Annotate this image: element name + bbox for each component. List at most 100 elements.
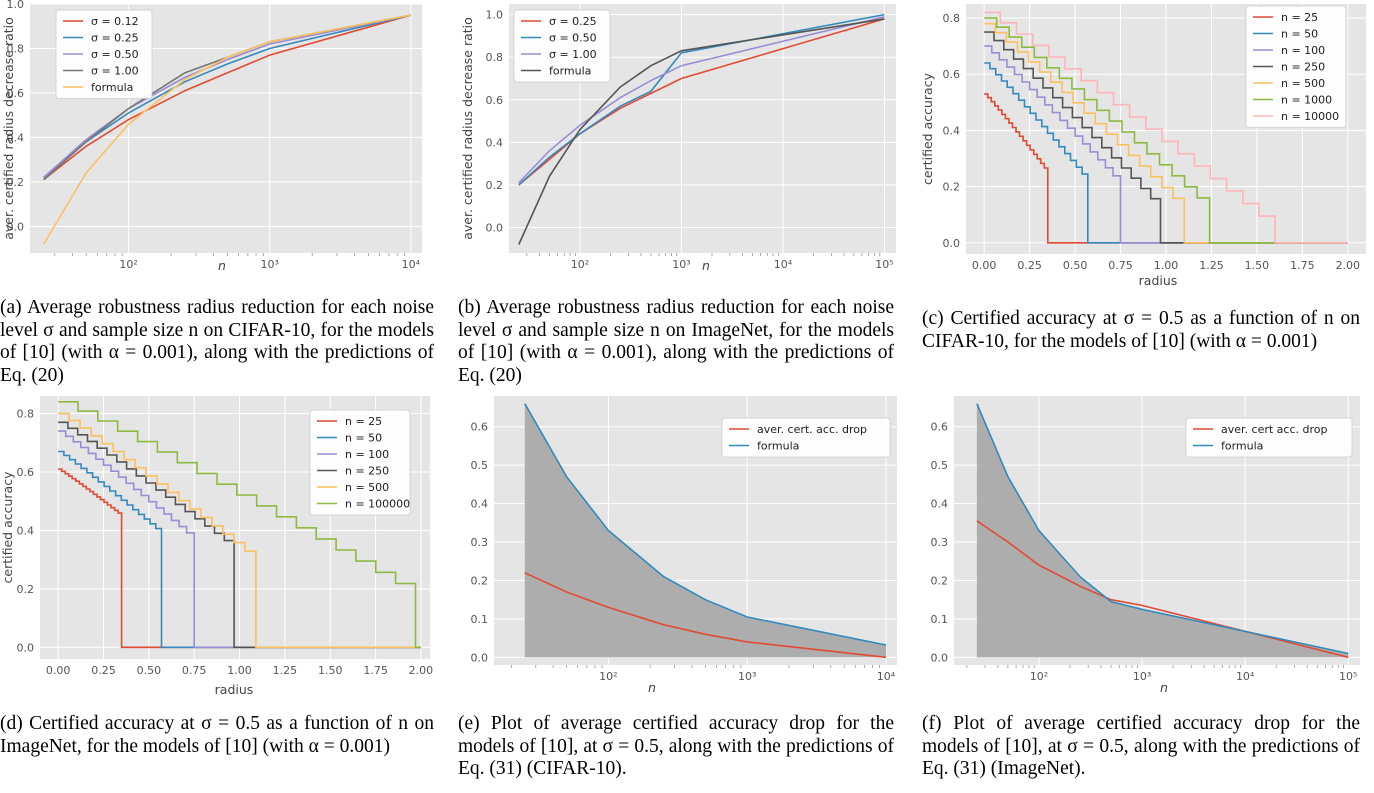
series-line-6 — [984, 11, 1348, 244]
legend-label: n = 1000 — [1281, 94, 1332, 107]
legend-label: σ = 0.25 — [549, 15, 597, 28]
legend-label: n = 100 — [1281, 44, 1325, 57]
x-tick-label: 0.50 — [137, 664, 162, 677]
series-line-4 — [58, 412, 421, 649]
chart-b-svg: 0.0 0.2 0.4 0.6 0.8 1.0 10² 10³ 10⁴ 10⁵ n aver. cer… — [460, 4, 896, 273]
legend-label: n = 25 — [1281, 11, 1318, 24]
series-line-1 — [524, 403, 887, 646]
y-tick-label: 0.2 — [471, 574, 489, 587]
y-tick-label: 0.8 — [943, 12, 961, 25]
legend-label: aver. cert. acc. drop — [757, 423, 867, 436]
y-tick-label: 0.2 — [931, 574, 949, 587]
y-tick-label: 0.2 — [7, 176, 25, 189]
x-axis-label: n — [702, 258, 710, 273]
x-tick-label: 10² — [1030, 670, 1048, 683]
chart-f: 0.0 0.1 0.2 0.3 0.4 0.5 0.6 10² 10³ 10⁴ 10⁵ n aver. … — [922, 395, 1374, 700]
legend-label: formula — [757, 440, 799, 453]
legend-label: σ = 0.25 — [91, 32, 139, 45]
series-line-2 — [58, 430, 421, 649]
series-line-3 — [58, 421, 421, 649]
series-line-2 — [984, 45, 1348, 244]
y-axis-label: aver. certified radius decrease ratio — [1, 17, 16, 240]
y-tick-label: 1.0 — [7, 0, 25, 11]
y-tick-label: 0.4 — [471, 498, 489, 511]
legend-label: n = 100 — [345, 448, 389, 461]
x-tick-label: 0.25 — [91, 664, 116, 677]
legend-label: σ = 1.00 — [91, 65, 139, 78]
legend-label: formula — [1221, 440, 1263, 453]
y-tick-label: 0.6 — [471, 421, 489, 434]
y-tick-label: 0.1 — [931, 613, 949, 626]
caption-d: (d) Certified accuracy at σ = 0.5 as a f… — [0, 713, 434, 757]
y-tick-label: 0.6 — [17, 466, 35, 479]
y-tick-label: 0.0 — [471, 651, 489, 664]
x-tick-label: 1.00 — [1154, 259, 1179, 272]
series-line-5 — [984, 17, 1348, 244]
x-tick-label: 2.00 — [1336, 259, 1361, 272]
x-tick-label: 10⁵ — [875, 258, 893, 271]
y-tick-label: 0.0 — [7, 220, 25, 233]
y-tick-label: 0.5 — [931, 459, 949, 472]
legend-label: n = 50 — [1281, 28, 1318, 41]
legend-label: n = 100000 — [345, 498, 410, 511]
y-tick-label: 0.6 — [943, 68, 961, 81]
series-line-2 — [518, 16, 885, 184]
series-line-0 — [976, 520, 1349, 659]
legend — [309, 409, 411, 516]
y-axis-label: certified accuracy — [920, 72, 935, 185]
y-tick-label: 0.6 — [7, 87, 25, 100]
y-tick-label: 0.2 — [486, 179, 504, 192]
caption-f: (f) Plot of average certified accuracy d… — [922, 713, 1360, 779]
legend — [1245, 5, 1347, 128]
y-tick-label: 0.2 — [17, 583, 35, 596]
x-tick-label: 10⁴ — [774, 258, 793, 271]
x-tick-label: 10³ — [261, 258, 279, 271]
x-tick-label: 10⁴ — [1236, 670, 1255, 683]
y-tick-label: 0.4 — [486, 136, 504, 149]
x-tick-label: 10² — [599, 670, 617, 683]
x-axis-label: n — [648, 680, 656, 695]
chart-e: 0.0 0.1 0.2 0.3 0.4 0.5 0.6 10² 10³ 10⁴ n aver. cer… — [458, 395, 898, 700]
chart-d: 0.0 0.2 0.4 0.6 0.8 0.00 0.25 0.50 0.75 1.00 1.25 1… — [0, 395, 440, 700]
y-tick-label: 0.4 — [943, 124, 961, 137]
x-tick-label: 10⁵ — [1339, 670, 1357, 683]
x-tick-label: 1.25 — [273, 664, 298, 677]
series-line-0 — [43, 14, 412, 181]
caption-b: (b) Average robustness radius reduction … — [458, 297, 894, 386]
legend-label: formula — [91, 81, 133, 94]
x-tick-label: 1.50 — [1245, 259, 1270, 272]
legend-label: n = 500 — [345, 481, 389, 494]
y-tick-label: 0.4 — [17, 524, 35, 537]
series-line-0 — [58, 468, 421, 649]
shaded-area — [524, 403, 887, 658]
x-tick-label: 0.75 — [182, 664, 207, 677]
legend-label: σ = 0.12 — [91, 15, 139, 28]
chart-d-svg: 0.0 0.2 0.4 0.6 0.8 0.00 0.25 0.50 0.75 1.00 1.25 1… — [0, 396, 433, 697]
chart-c: 0.0 0.2 0.4 0.6 0.8 0.00 0.25 0.50 0.75 1.00 1.25 1… — [920, 0, 1374, 288]
chart-a: 0.0 0.2 0.4 0.6 0.8 1.0 10² 10³ 10⁴ n aver. certif… — [0, 0, 440, 275]
y-tick-label: 0.8 — [486, 51, 504, 64]
chart-b: 0.0 0.2 0.4 0.6 0.8 1.0 10² 10³ 10⁴ 10⁵ n aver. cer… — [458, 0, 898, 275]
chart-c-svg: 0.0 0.2 0.4 0.6 0.8 0.00 0.25 0.50 0.75 1.00 1.25 1… — [920, 4, 1366, 288]
series-line-0 — [984, 93, 1348, 244]
legend — [513, 9, 611, 83]
legend-label: n = 10000 — [1281, 110, 1339, 123]
x-tick-label: 10³ — [738, 670, 756, 683]
y-tick-label: 0.2 — [943, 181, 961, 194]
y-tick-label: 0.0 — [17, 641, 35, 654]
series-line-4 — [43, 14, 411, 245]
caption-e: (e) Plot of average certified accuracy d… — [458, 713, 894, 779]
y-tick-label: 0.3 — [931, 536, 949, 549]
series-line-1 — [58, 450, 421, 649]
series-line-2 — [43, 14, 411, 178]
legend-label: σ = 0.50 — [91, 48, 139, 61]
y-tick-label: 1.0 — [486, 9, 504, 22]
y-tick-label: 0.6 — [486, 94, 504, 107]
legend-label: σ = 1.00 — [549, 48, 597, 61]
legend-label: aver. cert acc. drop — [1221, 423, 1327, 436]
x-tick-label: 10² — [119, 258, 137, 271]
y-tick-label: 0.4 — [7, 131, 25, 144]
legend — [721, 417, 891, 458]
series-line-3 — [984, 31, 1348, 244]
shaded-area — [976, 403, 1349, 658]
